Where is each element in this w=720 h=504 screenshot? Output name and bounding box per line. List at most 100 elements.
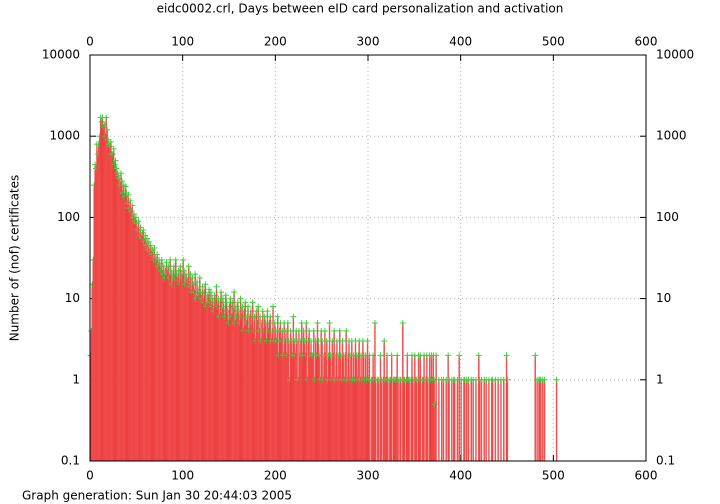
point-marker [104,126,111,133]
bar [470,379,472,462]
point-marker [174,276,181,283]
bar [497,379,499,462]
bar [412,379,414,462]
point-marker [191,289,198,296]
bar [460,379,462,462]
bar [485,379,487,462]
point-marker [186,283,193,290]
point-marker [122,183,129,190]
y2-tick-label: 10 [656,291,671,305]
point-marker [162,267,169,274]
bar [451,379,453,462]
bar [534,355,536,462]
point-marker [167,256,174,263]
point-marker [532,352,539,359]
y2-tick-label: 1 [656,372,664,386]
point-marker [274,313,281,320]
bar [467,379,470,462]
point-marker [214,303,221,310]
x-tick-label: 600 [635,469,658,483]
x2-tick-label: 500 [542,35,565,49]
bar [423,355,425,462]
x2-tick-label: 600 [635,35,658,49]
point-marker [242,299,249,306]
point-marker [381,338,388,345]
bar [453,379,456,462]
point-marker [217,299,224,306]
point-marker [219,295,226,302]
bar [464,379,466,462]
bar [400,379,402,462]
point-marker [129,202,136,209]
point-marker [226,303,233,310]
point-marker [377,352,384,359]
point-marker [185,263,192,270]
bar [500,379,502,462]
point-marker [264,308,271,315]
point-marker [290,313,297,320]
point-marker [310,327,317,334]
point-marker [132,214,139,221]
point-marker [553,376,560,383]
bar [456,379,459,462]
point-marker [336,327,343,334]
point-marker [207,299,214,306]
bar [403,379,406,462]
point-marker [445,352,452,359]
point-marker [503,352,510,359]
point-marker [287,327,294,334]
point-marker [106,143,113,150]
point-marker [164,271,171,278]
x2-tick-label: 200 [264,35,287,49]
point-marker [107,138,114,145]
footer: Graph generation: Sun Jan 30 20:44:03 20… [22,489,292,503]
point-marker [103,114,110,121]
point-marker [140,226,147,233]
bar [419,355,422,462]
y2-tick-label: 100 [656,210,679,224]
point-marker [234,299,241,306]
point-marker [249,299,256,306]
x-tick-label: 400 [449,469,472,483]
point-marker [139,229,146,236]
bar [503,379,505,462]
point-marker [147,242,154,249]
y-tick-label: 0.1 [61,454,80,468]
point-marker [189,274,196,281]
point-marker [143,235,150,242]
point-marker [270,303,277,310]
point-marker [151,244,158,251]
y-tick-label: 1000 [49,129,80,143]
point-marker [303,320,310,327]
x-tick-label: 0 [86,469,94,483]
point-marker [223,299,230,306]
bar [448,379,450,462]
point-marker [541,376,548,383]
point-marker [177,263,184,270]
bar [543,379,546,462]
point-marker [432,401,439,408]
point-marker [218,289,225,296]
point-marker [266,320,273,327]
point-marker [261,313,268,320]
point-marker [475,352,482,359]
bar [540,379,542,462]
point-marker [227,295,234,302]
x2-tick-label: 0 [86,35,94,49]
bar [466,379,468,462]
point-marker [135,218,142,225]
point-marker [181,267,188,274]
bar [458,355,460,462]
point-marker [125,191,132,198]
bar [438,379,440,462]
x2-tick-label: 400 [449,35,472,49]
plot-border [89,54,647,462]
point-marker [163,259,170,266]
x2-tick-label: 100 [171,35,194,49]
point-marker [456,352,463,359]
point-marker [148,251,155,258]
point-marker [111,161,118,168]
point-marker [168,267,175,274]
point-marker [238,313,245,320]
bar [479,379,481,462]
